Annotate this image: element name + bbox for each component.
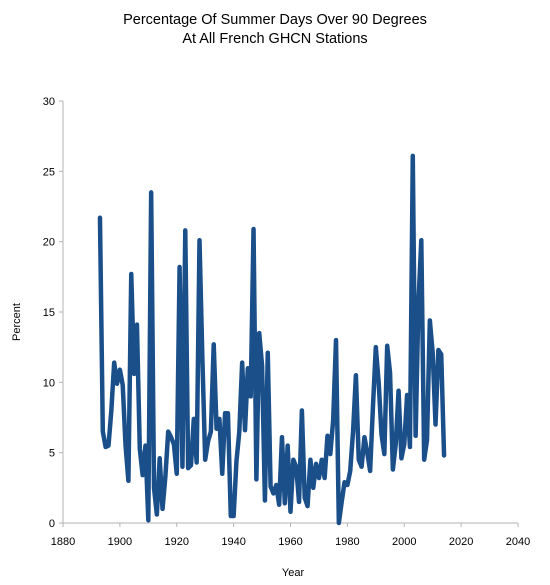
x-tick-label: 1920: [165, 536, 189, 548]
x-axis-label: Year: [282, 567, 305, 579]
y-tick-label: 30: [43, 96, 55, 108]
y-tick-label: 25: [43, 166, 55, 178]
chart-title: Percentage Of Summer Days Over 90 Degree…: [0, 11, 550, 49]
y-axis-label: Percent: [11, 303, 23, 341]
series-line-0: [97, 153, 447, 526]
series-layer: [97, 153, 447, 526]
x-tick-label: 2000: [392, 536, 416, 548]
x-tick-label: 1900: [108, 536, 132, 548]
chart-title-line-1: Percentage Of Summer Days Over 90 Degree…: [123, 12, 427, 28]
y-tick-label: 5: [49, 448, 55, 460]
y-tick-label: 20: [43, 237, 55, 249]
x-tick-label: 1940: [221, 536, 245, 548]
x-tick-label: 1980: [335, 536, 359, 548]
y-tick-label: 0: [49, 518, 55, 530]
chart-title-line-2: At All French GHCN Stations: [182, 31, 368, 47]
x-tick-label: 1960: [278, 536, 302, 548]
x-tick-label: 2040: [506, 536, 530, 548]
x-tick-label: 2020: [449, 536, 473, 548]
ticks: 0 5 10 15 20 25 30 1880 1900 1920 1940 1960 1980 2000…: [43, 96, 530, 548]
y-tick-label: 10: [43, 377, 55, 389]
x-tick-label: 1880: [51, 536, 75, 548]
y-tick-label: 15: [43, 307, 55, 319]
